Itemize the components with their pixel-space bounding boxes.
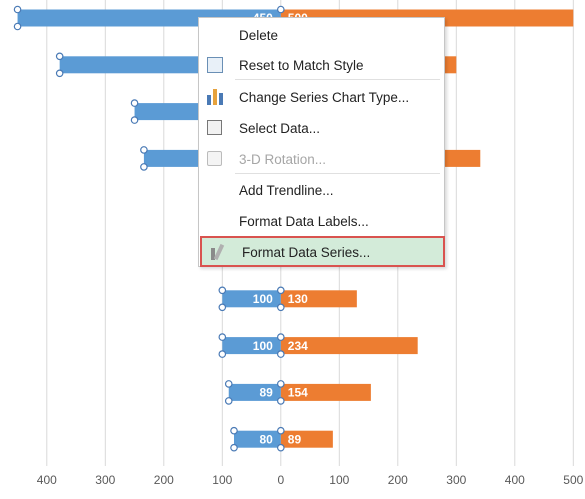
selection-handle [276,397,285,405]
data-label: 234 [288,339,308,353]
menu-item: 3-D Rotation... [199,144,444,174]
context-menu: Delete Reset to Match Style Change Serie… [198,17,445,267]
selection-handle [276,380,285,388]
menu-item-highlighted[interactable]: Format Data Series... [200,236,445,267]
selection-handle [224,380,233,388]
data-label: 100 [253,292,273,306]
x-tick-label: 0 [277,473,284,487]
data-label: 89 [288,432,302,446]
menu-label: Select Data... [239,121,321,136]
menu-label: Change Series Chart Type... [239,90,410,105]
data-label: 100 [253,339,273,353]
x-tick-label: 200 [154,473,174,487]
menu-label: Format Data Labels... [239,214,369,229]
bar [234,430,281,448]
selection-handle [140,146,148,154]
x-tick-label: 300 [95,473,115,487]
x-tick-label: 500 [563,473,583,487]
x-tick-label: 200 [388,473,408,487]
data-label: 89 [259,386,273,400]
data-label: 154 [288,386,308,400]
selection-handle [276,5,285,14]
menu-item[interactable]: Format Data Labels... [199,206,444,236]
selection-handle [218,350,227,358]
icon [207,120,222,135]
selection-handle [130,116,139,124]
bar [222,290,281,308]
x-tick-label: 300 [446,473,466,487]
menu-label: 3-D Rotation... [239,152,327,167]
bar [280,337,418,355]
bar [280,430,333,448]
menu-label: Format Data Series... [242,245,371,260]
data-label: 130 [288,292,308,306]
bar [280,290,357,308]
x-tick-label: 400 [505,473,525,487]
menu-item[interactable]: Add Trendline... [199,175,444,205]
menu-item[interactable]: Select Data... [199,113,444,143]
selection-handle [230,426,238,435]
bar [280,383,371,401]
menu-label: Delete [239,28,279,43]
selection-handle [13,5,22,14]
bar [228,383,281,401]
selection-handle [13,22,22,31]
separator [235,173,440,174]
selection-handle [130,99,139,107]
icon [207,151,222,166]
selection-handle [218,333,227,341]
icon [209,243,225,261]
separator [235,79,440,80]
selection-handle [276,426,285,435]
selection-handle [55,52,64,61]
selection-handle [276,303,285,312]
selection-handle [55,69,64,78]
selection-handle [276,443,285,452]
selection-handle [140,163,148,171]
data-label: 80 [259,432,273,446]
x-tick-label: 400 [37,473,57,487]
selection-handle [218,303,227,312]
menu-label: Add Trendline... [239,183,334,198]
menu-item[interactable]: Reset to Match Style [199,50,444,80]
menu-item[interactable]: Delete [199,20,444,50]
selection-handle [276,286,285,295]
x-tick-label: 100 [212,473,232,487]
x-tick-label: 100 [329,473,349,487]
selection-handle [218,286,227,295]
menu-label: Reset to Match Style [239,58,364,73]
bar [222,337,281,355]
icon [207,89,223,105]
selection-handle [224,397,233,405]
icon [207,57,223,73]
selection-handle [276,333,285,341]
selection-handle [230,443,238,452]
menu-item[interactable]: Change Series Chart Type... [199,82,444,112]
selection-handle [276,350,285,358]
